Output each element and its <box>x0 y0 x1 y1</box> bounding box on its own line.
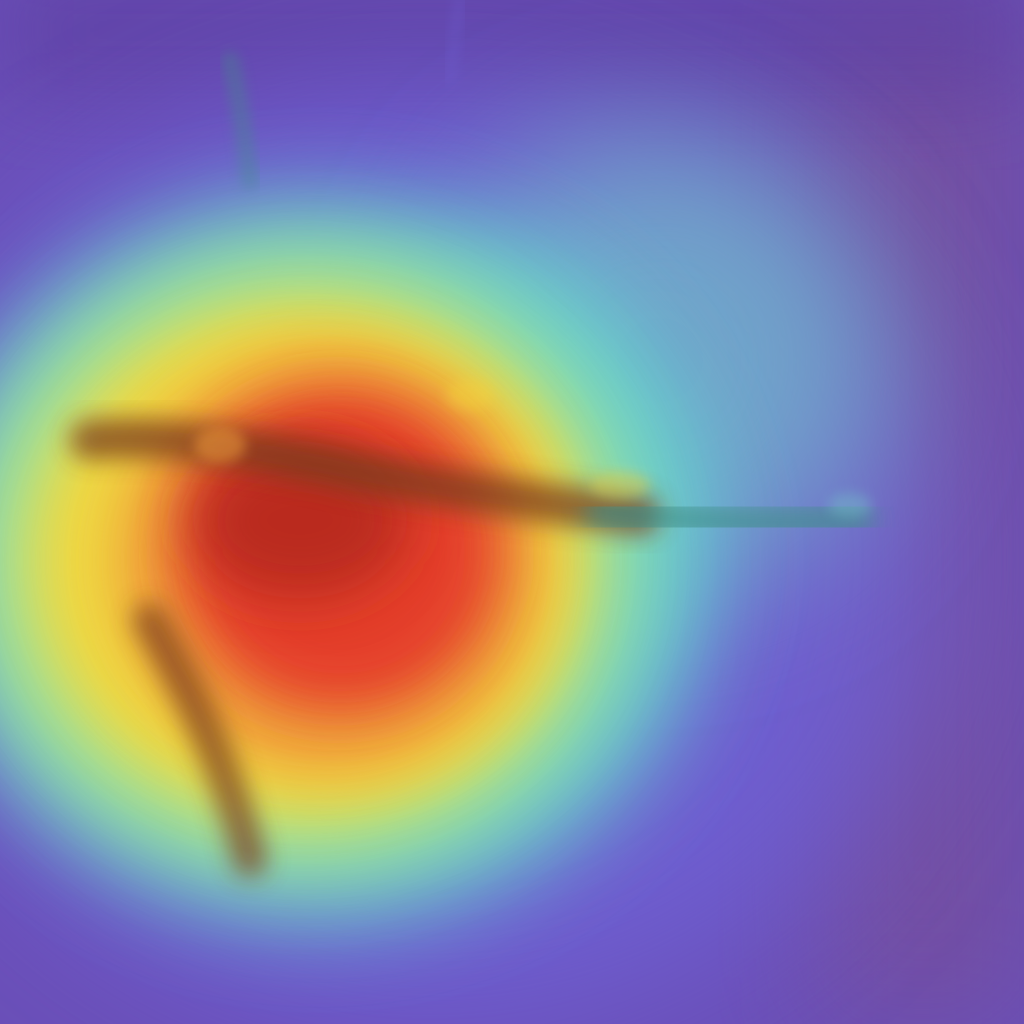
highlight-spot <box>194 427 246 463</box>
horizontal-streak-tail <box>585 497 875 537</box>
faint-top-streak-center <box>445 0 465 85</box>
top-edge-tint <box>0 0 1024 100</box>
highlight-spot <box>828 493 872 517</box>
faint-top-streak-left <box>221 51 259 189</box>
highlight-spot <box>446 379 494 411</box>
highlight-spot <box>590 471 650 499</box>
lower-vertical-streak <box>133 603 267 877</box>
